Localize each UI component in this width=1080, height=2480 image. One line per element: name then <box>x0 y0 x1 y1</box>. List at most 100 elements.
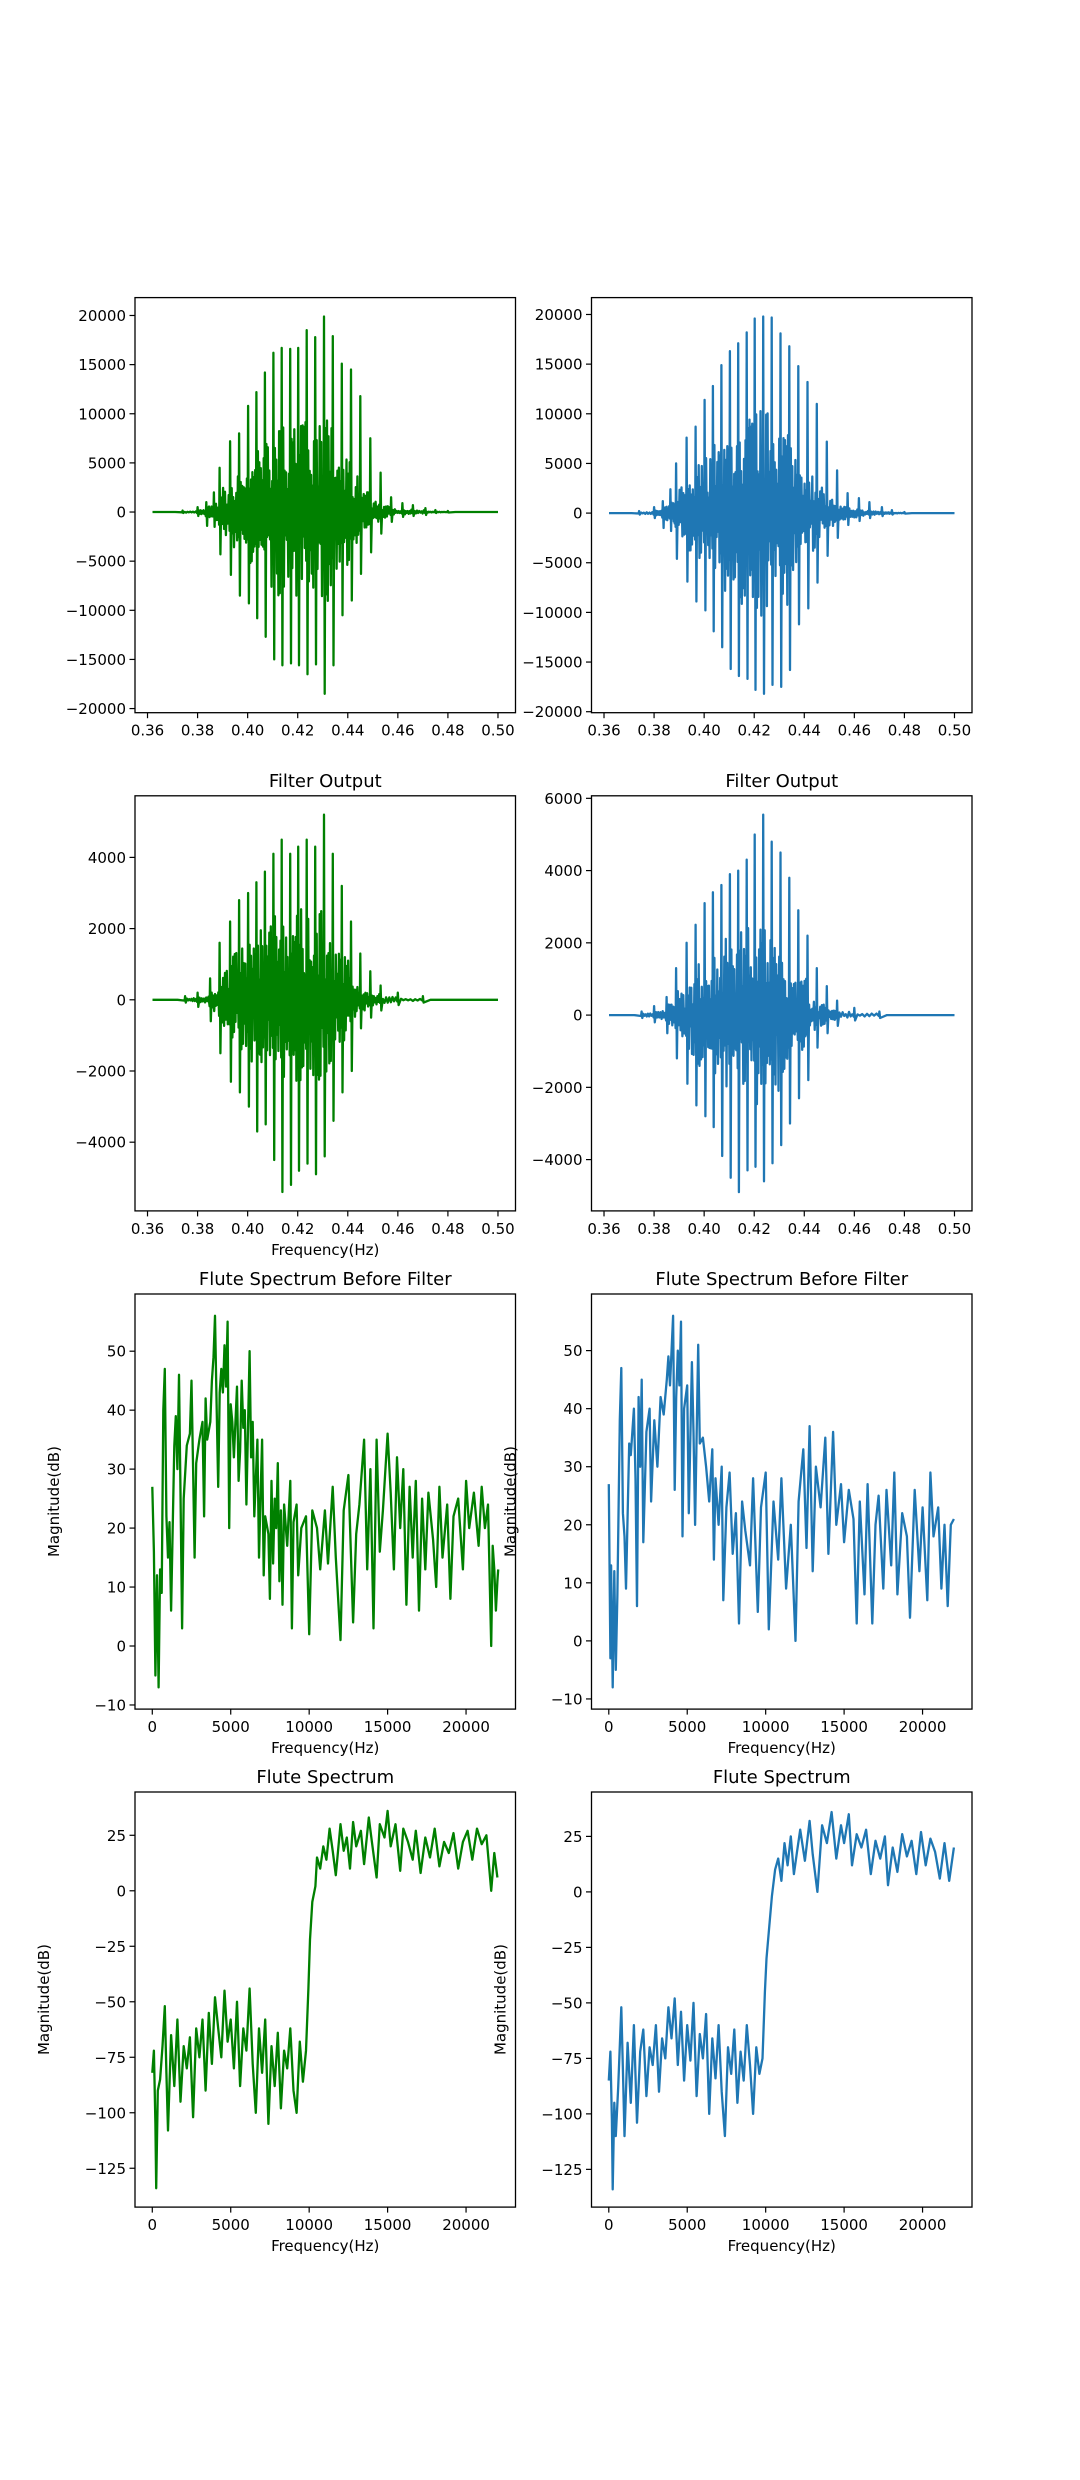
x-tick-label: 15000 <box>820 1718 868 1736</box>
y-tick-label: −2000 <box>532 1079 583 1097</box>
x-tick-label: 0.46 <box>838 1220 871 1238</box>
y-tick-label: −15000 <box>66 651 126 669</box>
series-line <box>151 1809 499 2190</box>
axes-frame <box>134 1791 517 2208</box>
y-tick-label: 10 <box>563 1574 582 1592</box>
y-tick-label: 20000 <box>78 307 126 325</box>
x-tick-label: 0 <box>148 1718 158 1736</box>
y-axis-label: Magnitude(dB) <box>45 1446 63 1557</box>
x-tick-label: 5000 <box>668 2216 706 2234</box>
x-tick-label: 0.40 <box>687 722 720 740</box>
y-tick-label: 2000 <box>88 920 126 938</box>
x-tick-label: 0.48 <box>431 722 464 740</box>
x-tick-label: 0.50 <box>481 722 514 740</box>
x-axis-label: Frequency(Hz) <box>728 1739 836 1757</box>
x-tick-label: 0.48 <box>431 1220 464 1238</box>
y-tick-label: −20000 <box>522 703 582 721</box>
y-tick-label: 0 <box>573 1007 583 1025</box>
y-tick-label: 10000 <box>535 405 583 423</box>
y-tick-label: 0 <box>573 1632 583 1650</box>
series-line <box>609 813 955 1194</box>
x-tick-label: 10000 <box>742 1718 790 1736</box>
y-tick-label: −75 <box>551 2050 583 2068</box>
x-tick-label: 0.50 <box>481 1220 514 1238</box>
series-line <box>151 1314 500 1689</box>
chart-title: Flute Spectrum Before Filter <box>199 1269 452 1290</box>
x-tick-label: 15000 <box>364 2216 412 2234</box>
x-tick-label: 0.44 <box>331 722 364 740</box>
series-line <box>152 813 498 1194</box>
y-tick-label: −75 <box>94 2049 126 2067</box>
x-tick-label: 0.44 <box>788 1220 821 1238</box>
y-tick-label: 6000 <box>544 790 582 808</box>
y-tick-label: −50 <box>551 1994 583 2012</box>
x-tick-label: 0.40 <box>231 1220 264 1238</box>
y-tick-label: 5000 <box>88 454 126 472</box>
y-tick-label: −15000 <box>522 654 582 672</box>
axes-frame <box>590 296 973 714</box>
y-tick-label: 40 <box>563 1400 582 1418</box>
x-tick-label: 0.36 <box>587 1220 620 1238</box>
x-tick-label: 0.46 <box>838 722 871 740</box>
y-axis-label: Magnitude(dB) <box>492 1944 510 2055</box>
y-tick-label: −4000 <box>75 1134 126 1152</box>
x-axis-label: Frequency(Hz) <box>728 2237 836 2255</box>
x-tick-label: 0.38 <box>181 722 214 740</box>
y-tick-label: −20000 <box>66 700 126 718</box>
x-tick-label: 0.36 <box>131 1220 164 1238</box>
y-tick-label: 20000 <box>535 306 583 324</box>
x-tick-label: 0.36 <box>587 722 620 740</box>
axes-frame <box>134 1293 517 1710</box>
x-tick-label: 10000 <box>742 2216 790 2234</box>
x-tick-label: 10000 <box>285 2216 333 2234</box>
y-tick-label: −25 <box>94 1938 126 1956</box>
y-tick-label: 30 <box>563 1458 582 1476</box>
x-tick-label: 0 <box>148 2216 158 2234</box>
y-tick-label: 2000 <box>544 934 582 952</box>
y-tick-label: 10 <box>107 1579 126 1597</box>
y-tick-label: −125 <box>85 2160 126 2178</box>
x-tick-label: 0.38 <box>637 1220 670 1238</box>
y-tick-label: −4000 <box>532 1151 583 1169</box>
x-axis-label: Frequency(Hz) <box>271 2237 379 2255</box>
y-tick-label: −100 <box>541 2105 582 2123</box>
y-tick-label: 4000 <box>88 849 126 867</box>
subplot-wave-raw-blue: 0.36 0.38 0.40 0.42 0.44 0.46 0.48 0.50 −20000 −1… <box>522 296 973 740</box>
x-tick-label: 15000 <box>364 1718 412 1736</box>
x-tick-label: 0.44 <box>788 722 821 740</box>
x-tick-label: 20000 <box>899 2216 947 2234</box>
x-tick-label: 0.40 <box>231 722 264 740</box>
y-tick-label: 4000 <box>544 862 582 880</box>
y-tick-label: −2000 <box>75 1062 126 1080</box>
x-tick-label: 20000 <box>442 2216 490 2234</box>
series-line <box>607 1314 955 1689</box>
x-tick-label: 0.36 <box>131 722 164 740</box>
y-tick-label: 50 <box>107 1343 126 1361</box>
x-tick-label: 0.42 <box>281 1220 314 1238</box>
chart-title: Filter Output <box>269 771 382 792</box>
y-tick-label: −5000 <box>532 554 583 572</box>
y-tick-label: −10 <box>94 1696 126 1714</box>
chart-title: Filter Output <box>725 771 838 792</box>
y-tick-label: 10000 <box>78 405 126 423</box>
chart-title: Flute Spectrum Before Filter <box>655 1269 908 1290</box>
y-tick-label: −5000 <box>75 553 126 571</box>
series-line <box>152 315 498 695</box>
x-tick-label: 0.44 <box>331 1220 364 1238</box>
y-tick-label: 25 <box>107 1827 126 1845</box>
x-tick-label: 0.50 <box>938 1220 971 1238</box>
y-tick-label: 0 <box>573 505 583 523</box>
x-tick-label: 0.42 <box>738 1220 771 1238</box>
axes-frame <box>590 795 973 1212</box>
x-tick-label: 20000 <box>442 1718 490 1736</box>
x-tick-label: 0.48 <box>888 1220 921 1238</box>
x-tick-label: 0.38 <box>181 1220 214 1238</box>
subplot-filter-output-green: 0.36 0.38 0.40 0.42 0.44 0.46 0.48 0.50 −4000 −20… <box>75 771 517 1259</box>
subplot-wave-raw-green: 0.36 0.38 0.40 0.42 0.44 0.46 0.48 0.50 −20000 −1… <box>66 296 517 740</box>
subplot-spectrum-before-blue: 0 5000 10000 15000 20000 −10 0 10 20 30 40 50 Flute … <box>502 1269 973 1757</box>
x-tick-label: 0.38 <box>637 722 670 740</box>
y-tick-label: 0 <box>573 1883 583 1901</box>
y-tick-label: 5000 <box>544 455 582 473</box>
x-tick-label: 0.46 <box>381 1220 414 1238</box>
